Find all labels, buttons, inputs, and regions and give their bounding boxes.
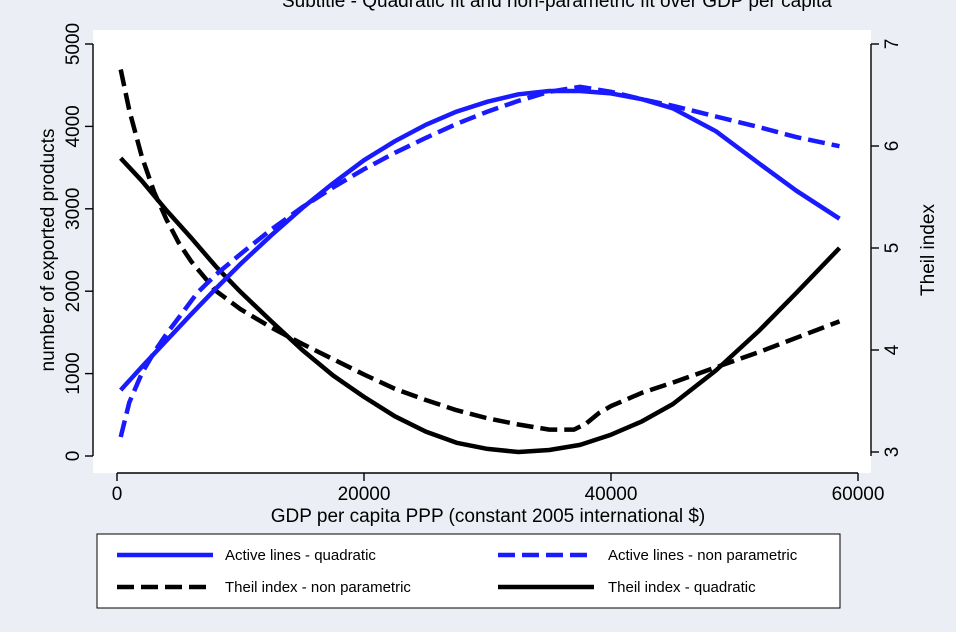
legend-box <box>96 533 841 609</box>
y-right-tick-label: 5 <box>882 243 903 254</box>
chart-title: Subtitle - Quadratic fit and non-paramet… <box>282 0 832 12</box>
y-left-tick-label: 2000 <box>63 270 84 312</box>
y-left-ticks: 0 1000 2000 3000 4000 5000 <box>63 23 93 461</box>
legend-label-4: Theil index - quadratic <box>608 579 756 596</box>
legend-label-2: Active lines - non parametric <box>608 547 798 564</box>
legend: Active lines - quadratic Active lines - n… <box>96 533 841 609</box>
series-line-3 <box>118 69 841 432</box>
y-right-tick-label: 3 <box>882 447 903 458</box>
y-right-tick-label: 6 <box>882 141 903 152</box>
y-left-tick-label: 1000 <box>63 352 84 394</box>
y-right-tick-label: 7 <box>882 39 903 50</box>
series-layer <box>118 69 842 455</box>
x-tick-label: 0 <box>112 484 123 505</box>
x-ticks: 0 20000 40000 60000 <box>112 473 885 505</box>
y-right-axis-title: Theil index <box>918 204 939 296</box>
x-tick-label: 60000 <box>832 484 885 505</box>
y-right-ticks: 3 4 5 6 7 <box>871 39 903 458</box>
y-left-tick-label: 3000 <box>63 188 84 230</box>
y-right-tick-label: 4 <box>882 344 903 355</box>
series-line-1 <box>119 88 841 392</box>
legend-label-1: Active lines - quadratic <box>225 547 376 564</box>
y-left-axis-title: number of exported products <box>38 129 59 372</box>
y-left-tick-label: 5000 <box>63 23 84 65</box>
series-line-4 <box>119 156 842 455</box>
series-line-2 <box>118 84 840 438</box>
plot-area <box>93 30 871 473</box>
legend-label-3: Theil index - non parametric <box>225 579 411 596</box>
x-tick-label: 20000 <box>338 484 391 505</box>
y-left-tick-label: 4000 <box>63 105 84 147</box>
x-tick-label: 40000 <box>585 484 638 505</box>
x-axis-title: GDP per capita PPP (constant 2005 intern… <box>271 506 705 527</box>
y-left-tick-label: 0 <box>63 451 84 462</box>
